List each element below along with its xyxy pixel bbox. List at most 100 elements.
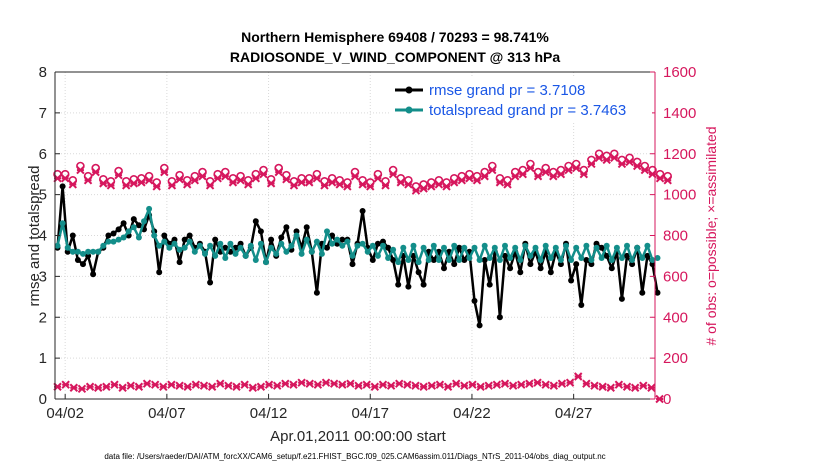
series-point-totalspread-grand-pr-3-7463 [257, 240, 264, 247]
series-point-totalspread-grand-pr-3-7463 [247, 242, 254, 249]
obs-assimilated-marker [427, 381, 436, 390]
obs-assimilated-marker [329, 379, 339, 388]
obs-assimilated-marker [411, 381, 420, 390]
x-tick-label: 04/12 [250, 405, 288, 422]
series-point-totalspread-grand-pr-3-7463 [471, 244, 478, 251]
series-point-rmse-grand-pr-3-7108 [268, 236, 275, 243]
y-tick-label: 3 [39, 268, 47, 285]
series-point-totalspread-grand-pr-3-7463 [64, 244, 71, 251]
series-point-totalspread-grand-pr-3-7463 [191, 248, 198, 255]
series-point-totalspread-grand-pr-3-7463 [181, 244, 188, 251]
obs-assimilated-marker [190, 176, 200, 185]
series-point-totalspread-grand-pr-3-7463 [568, 257, 575, 263]
obs-assimilated-marker [370, 382, 380, 391]
ticks-layer: 04/02 04/07 04/12 04/17 04/22 04/270123456780… [39, 64, 697, 422]
series-point-totalspread-grand-pr-3-7463 [634, 244, 641, 251]
obs-assimilated-marker [305, 379, 314, 388]
series-point-rmse-grand-pr-3-7108 [161, 232, 168, 239]
series-point-rmse-grand-pr-3-7108 [573, 261, 580, 268]
series-point-totalspread-grand-pr-3-7463 [263, 259, 269, 266]
series-point-rmse-grand-pr-3-7108 [369, 257, 376, 263]
obs-assimilated-marker [121, 181, 131, 190]
obs-assimilated-marker [404, 180, 413, 189]
y-tick-label: 8 [39, 64, 47, 81]
series-point-rmse-grand-pr-3-7108 [390, 257, 397, 263]
obs-assimilated-marker [655, 394, 664, 404]
series-point-rmse-grand-pr-3-7108 [303, 224, 310, 231]
series-point-rmse-grand-pr-3-7108 [349, 261, 356, 268]
obs-assimilated-marker [358, 180, 367, 189]
series-point-totalspread-grand-pr-3-7463 [629, 257, 636, 263]
x-tick-label: 04/07 [148, 405, 186, 422]
x-tick-label: 04/27 [555, 405, 593, 422]
obs-assimilated-marker [500, 379, 510, 388]
series-point-totalspread-grand-pr-3-7463 [624, 242, 630, 249]
obs-assimilated-marker [396, 178, 405, 187]
obs-assimilated-marker [313, 380, 323, 389]
series-point-totalspread-grand-pr-3-7463 [608, 257, 615, 263]
series-point-totalspread-grand-pr-3-7463 [202, 250, 208, 257]
obs-assimilated-marker [106, 181, 116, 190]
obs-assimilated-marker [460, 381, 469, 390]
obs-assimilated-marker [94, 383, 103, 392]
obs-assimilated-marker [224, 381, 233, 390]
series-point-totalspread-grand-pr-3-7463 [344, 238, 351, 245]
series-point-rmse-grand-pr-3-7108 [293, 228, 300, 235]
obs-assimilated-marker [83, 176, 93, 185]
series-point-totalspread-grand-pr-3-7463 [288, 242, 295, 249]
series-point-totalspread-grand-pr-3-7463 [583, 242, 590, 249]
series-point-totalspread-grand-pr-3-7463 [517, 257, 524, 263]
series-point-totalspread-grand-pr-3-7463 [324, 228, 330, 235]
series-point-rmse-grand-pr-3-7108 [476, 322, 483, 329]
obs-assimilated-marker [381, 181, 390, 190]
obs-assimilated-marker [144, 176, 154, 185]
obs-assimilated-marker [541, 167, 550, 177]
series-point-rmse-grand-pr-3-7108 [583, 257, 590, 263]
series-point-totalspread-grand-pr-3-7463 [613, 244, 620, 251]
y2-tick-label: 1000 [663, 187, 696, 204]
obs-assimilated-marker [248, 383, 258, 392]
x-tick-label: 04/02 [46, 405, 84, 422]
obs-assimilated-marker [411, 186, 421, 195]
series-point-totalspread-grand-pr-3-7463 [639, 255, 646, 261]
series-point-rmse-grand-pr-3-7108 [130, 216, 137, 223]
series-point-totalspread-grand-pr-3-7463 [537, 257, 544, 263]
obs-assimilated-marker [557, 379, 567, 388]
series-point-totalspread-grand-pr-3-7463 [212, 252, 219, 259]
series-point-rmse-grand-pr-3-7108 [593, 240, 600, 247]
series-point-totalspread-grand-pr-3-7463 [461, 244, 468, 251]
series-point-totalspread-grand-pr-3-7463 [415, 259, 422, 266]
obs-assimilated-marker [244, 180, 253, 189]
obs-assimilated-marker [640, 165, 650, 175]
obs-assimilated-marker [134, 382, 144, 391]
series-point-rmse-grand-pr-3-7108 [639, 289, 646, 296]
obs-assimilated-marker [221, 172, 230, 181]
obs-assimilated-marker [99, 179, 108, 188]
series-point-totalspread-grand-pr-3-7463 [151, 232, 158, 239]
y2-axis-label: # of obs: o=possible; ×=assimilated [703, 126, 719, 345]
series-point-rmse-grand-pr-3-7108 [212, 236, 219, 243]
obs-assimilated-marker [386, 381, 396, 390]
obs-assimilated-marker [549, 381, 559, 390]
series-point-totalspread-grand-pr-3-7463 [156, 242, 163, 249]
obs-assimilated-marker [259, 169, 268, 179]
series-point-totalspread-grand-pr-3-7463 [130, 224, 137, 231]
obs-assimilated-marker [508, 381, 518, 390]
series-point-rmse-grand-pr-3-7108 [176, 259, 183, 266]
obs-assimilated-marker [403, 380, 412, 389]
series-point-totalspread-grand-pr-3-7463 [410, 242, 417, 249]
obs-assimilated-marker [335, 180, 344, 189]
obs-assimilated-marker [175, 175, 184, 184]
series-point-totalspread-grand-pr-3-7463 [349, 252, 356, 259]
series-point-rmse-grand-pr-3-7108 [420, 281, 427, 288]
obs-assimilated-marker [362, 380, 371, 389]
series-point-totalspread-grand-pr-3-7463 [69, 248, 76, 255]
obs-assimilated-marker [503, 180, 512, 189]
series-point-totalspread-grand-pr-3-7463 [547, 255, 554, 261]
series-point-totalspread-grand-pr-3-7463 [456, 257, 463, 263]
obs-assimilated-marker [488, 165, 497, 175]
obs-assimilated-marker [465, 174, 474, 183]
series-point-totalspread-grand-pr-3-7463 [90, 248, 97, 255]
obs-assimilated-marker [191, 380, 201, 389]
series-point-totalspread-grand-pr-3-7463 [171, 240, 178, 247]
